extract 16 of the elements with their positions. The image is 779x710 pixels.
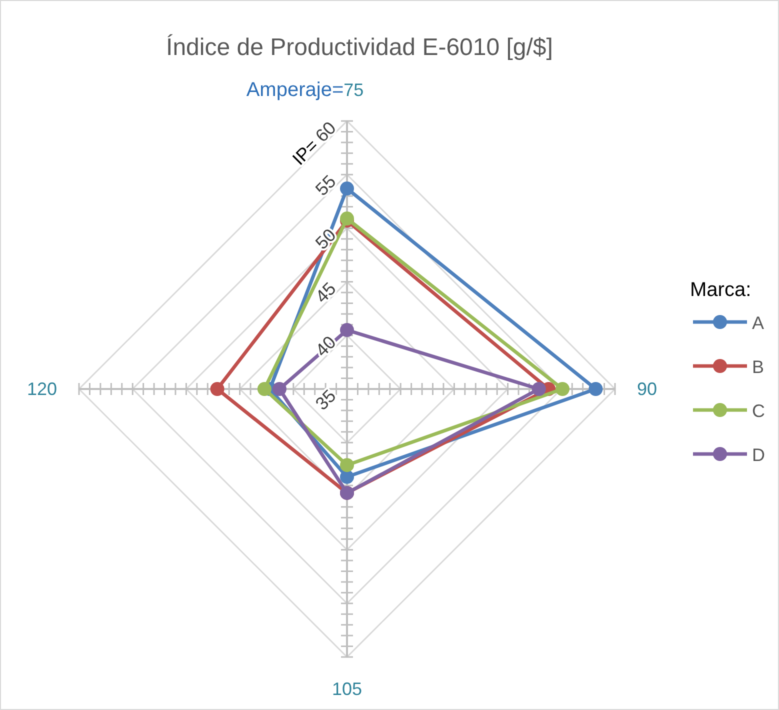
y-tick-label: 45 xyxy=(312,278,340,307)
legend-label: D xyxy=(752,445,765,465)
legend-label: C xyxy=(752,401,765,421)
y-tick-label: 55 xyxy=(312,171,340,200)
spoke-label: 120 xyxy=(26,379,57,399)
y-tick-label: 40 xyxy=(312,332,340,360)
text: Amperaje= xyxy=(246,79,344,101)
y-tick-label: 35 xyxy=(312,386,340,414)
spoke-label: 75 xyxy=(344,80,364,100)
spoke-label: 105 xyxy=(332,679,362,699)
legend-label: B xyxy=(752,357,764,377)
y-tick-label: 50 xyxy=(312,224,340,254)
chart-title: Índice de Productividad E-6010 [g/$] xyxy=(166,34,553,61)
spoke-label: 90 xyxy=(637,379,658,399)
legend-title: Marca: xyxy=(690,279,752,301)
legend-label: A xyxy=(752,313,764,333)
